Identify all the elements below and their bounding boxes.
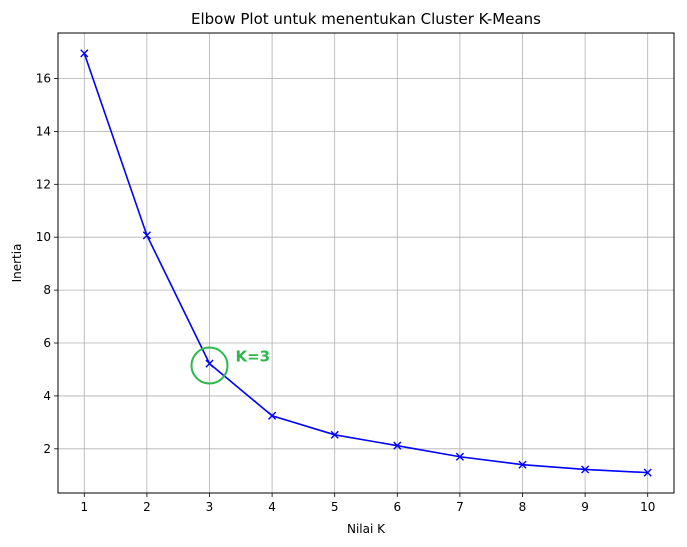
y-axis-label: Inertia	[10, 244, 24, 283]
data-point-marker	[455, 452, 464, 461]
x-axis-label: Nilai K	[347, 522, 386, 536]
y-tick-label: 2	[43, 442, 51, 456]
chart-title: Elbow Plot untuk menentukan Cluster K-Me…	[191, 10, 541, 28]
x-tick-label: 3	[206, 500, 214, 514]
data-point-marker	[205, 359, 214, 368]
x-tick-label: 4	[268, 500, 276, 514]
y-tick-label: 16	[36, 71, 51, 85]
grid	[58, 33, 674, 493]
data-point-marker	[80, 49, 89, 58]
annotation-layer: K=3	[190, 346, 270, 385]
y-tick-label: 12	[36, 177, 51, 191]
plot-area-frame	[57, 32, 675, 494]
data-point-marker	[518, 460, 527, 469]
annotation-label: K=3	[235, 348, 270, 366]
x-tick-label: 9	[581, 500, 589, 514]
data-point-marker	[142, 231, 151, 240]
data-point-marker	[581, 465, 590, 474]
x-tick-label: 2	[143, 500, 151, 514]
y-tick-label: 10	[36, 230, 51, 244]
highlight-circle	[190, 346, 229, 385]
data-point-marker	[643, 468, 652, 477]
y-tick-label: 4	[43, 389, 51, 403]
x-tick-label: 5	[331, 500, 339, 514]
x-tick-label: 10	[640, 500, 655, 514]
x-tick-label: 1	[80, 500, 88, 514]
x-tick-label: 6	[393, 500, 401, 514]
data-point-marker	[268, 411, 277, 420]
x-tick-label: 7	[456, 500, 464, 514]
y-tick-label: 8	[43, 283, 51, 297]
y-tick-label: 14	[36, 124, 51, 138]
data-point-marker	[330, 430, 339, 439]
y-tick-label: 6	[43, 336, 51, 350]
x-tick-label: 8	[519, 500, 527, 514]
series-line	[83, 53, 648, 474]
series-layer	[80, 49, 652, 477]
data-point-marker	[393, 441, 402, 450]
